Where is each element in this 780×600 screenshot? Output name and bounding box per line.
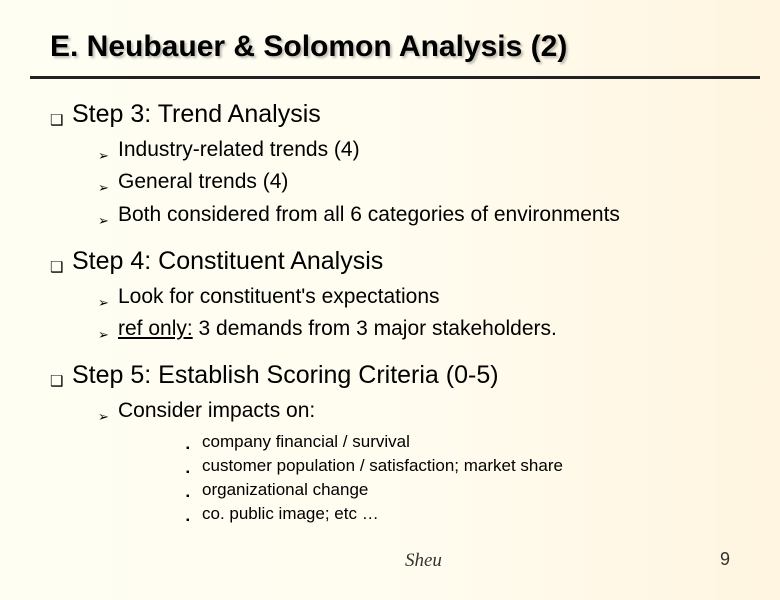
- list-item: ➢ Consider impacts on:: [98, 398, 740, 424]
- square-bullet-icon: ❑: [50, 260, 72, 275]
- small-square-bullet-icon: ▪: [186, 516, 202, 526]
- arrow-bullet-icon: ➢: [98, 328, 118, 341]
- arrow-bullet-icon: ➢: [98, 181, 118, 194]
- footer-page-number: 9: [720, 549, 730, 570]
- arrow-bullet-icon: ➢: [98, 149, 118, 162]
- square-bullet-icon: ❑: [50, 113, 72, 128]
- footer-author: Sheu: [405, 550, 442, 572]
- list-item-text: Both considered from all 6 categories of…: [118, 202, 620, 228]
- arrow-bullet-icon: ➢: [98, 296, 118, 309]
- list-item-text: Industry-related trends (4): [118, 137, 360, 163]
- sub-list-item: ▪ customer population / satisfaction; ma…: [186, 455, 740, 476]
- step-items: ➢ Consider impacts on: ▪ company financi…: [98, 398, 740, 524]
- list-item-text: Consider impacts on:: [118, 398, 315, 424]
- sub-list-item: ▪ co. public image; etc …: [186, 503, 740, 524]
- arrow-bullet-icon: ➢: [98, 410, 118, 423]
- step-items: ➢ Industry-related trends (4) ➢ General …: [98, 137, 740, 228]
- step-heading: ❑ Step 3: Trend Analysis: [50, 99, 740, 129]
- slide-title: E. Neubauer & Solomon Analysis (2): [50, 30, 740, 64]
- step-heading: ❑ Step 5: Establish Scoring Criteria (0-…: [50, 360, 740, 390]
- list-item: ➢ Industry-related trends (4): [98, 137, 740, 163]
- list-item: ➢ General trends (4): [98, 169, 740, 195]
- small-square-bullet-icon: ▪: [186, 468, 202, 478]
- sub-list-item: ▪ company financial / survival: [186, 431, 740, 452]
- step-heading-text: Step 3: Trend Analysis: [72, 99, 321, 129]
- sub-item-text: customer population / satisfaction; mark…: [202, 455, 563, 476]
- list-item: ➢ Look for constituent's expectations: [98, 284, 740, 310]
- list-item: ➢ Both considered from all 6 categories …: [98, 202, 740, 228]
- underlined-prefix: ref only:: [118, 317, 193, 340]
- list-item: ➢ ref only: 3 demands from 3 major stake…: [98, 316, 740, 342]
- square-bullet-icon: ❑: [50, 374, 72, 389]
- list-item-text: ref only: 3 demands from 3 major stakeho…: [118, 316, 557, 342]
- small-square-bullet-icon: ▪: [186, 444, 202, 454]
- list-item-text: Look for constituent's expectations: [118, 284, 440, 310]
- sub-items: ▪ company financial / survival ▪ custome…: [186, 431, 740, 525]
- sub-list-item: ▪ organizational change: [186, 479, 740, 500]
- list-item-text: General trends (4): [118, 169, 288, 195]
- step-heading: ❑ Step 4: Constituent Analysis: [50, 246, 740, 276]
- arrow-bullet-icon: ➢: [98, 214, 118, 227]
- title-rule: [30, 76, 760, 79]
- step-heading-text: Step 5: Establish Scoring Criteria (0-5): [72, 360, 499, 390]
- sub-item-text: company financial / survival: [202, 431, 410, 452]
- small-square-bullet-icon: ▪: [186, 492, 202, 502]
- sub-item-text: organizational change: [202, 479, 368, 500]
- step-heading-text: Step 4: Constituent Analysis: [72, 246, 383, 276]
- sub-item-text: co. public image; etc …: [202, 503, 379, 524]
- rest-text: 3 demands from 3 major stakeholders.: [193, 317, 557, 340]
- step-items: ➢ Look for constituent's expectations ➢ …: [98, 284, 740, 343]
- slide-container: E. Neubauer & Solomon Analysis (2) ❑ Ste…: [0, 0, 780, 600]
